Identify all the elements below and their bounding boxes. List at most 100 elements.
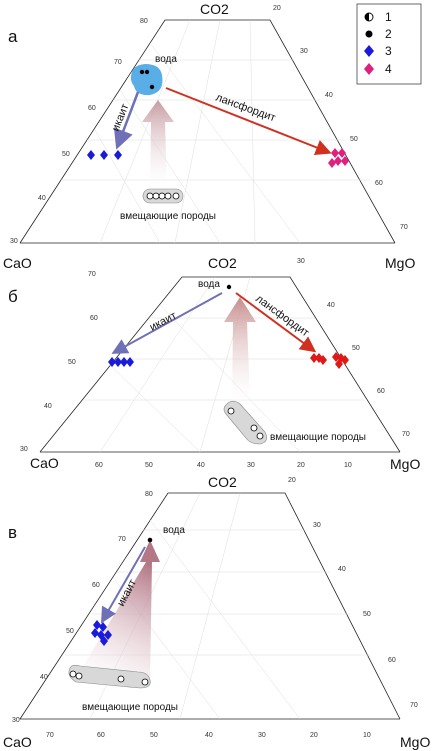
- left-tick: 60: [88, 105, 96, 112]
- ikaite-points: [108, 357, 134, 367]
- corner-label-top: CO2: [200, 1, 229, 17]
- ikaite-point: [108, 357, 116, 367]
- ikaite-point: [100, 150, 108, 160]
- triangle-frame: [19, 19, 396, 244]
- right-tick: 30: [297, 258, 305, 265]
- bottom-tick: 40: [197, 462, 205, 469]
- right-tick: 30: [300, 48, 308, 55]
- bottom-tick: 30: [247, 462, 255, 469]
- left-tick: 40: [40, 674, 48, 681]
- right-tick: 40: [338, 566, 346, 573]
- gridlines: [61, 19, 370, 244]
- left-tick: 70: [114, 59, 122, 66]
- left-tick: 30: [10, 238, 18, 245]
- lansfordite-point: [335, 359, 343, 369]
- right-tick: 20: [273, 5, 281, 12]
- left-ticks: 80 70 60 50 40 30: [12, 491, 153, 724]
- corner-label-right: MgO: [385, 255, 415, 271]
- host-rock-points: [227, 407, 264, 440]
- left-tick: 50: [62, 151, 70, 158]
- left-tick: 60: [90, 315, 98, 322]
- right-ticks: 30 40 50 60 70: [297, 258, 410, 438]
- bottom-tick: 10: [363, 732, 371, 739]
- corner-label-left: CaO: [3, 734, 32, 750]
- legend-item-3: 3: [364, 44, 392, 58]
- right-tick: 30: [313, 522, 321, 529]
- bottom-tick: 20: [297, 462, 305, 469]
- host-rock-point: [141, 678, 149, 686]
- host-rock-point: [146, 192, 154, 200]
- left-tick: 80: [145, 491, 153, 498]
- water-label: вода: [155, 54, 177, 65]
- gridlines: [83, 276, 365, 453]
- legend-key: 1: [385, 10, 392, 24]
- host-rocks-arrow: [224, 297, 256, 400]
- filled-circle-icon: [365, 30, 373, 38]
- left-tick: 50: [68, 359, 76, 366]
- right-tick: 60: [388, 657, 396, 664]
- ikaite-points: [87, 150, 122, 160]
- water-point: [226, 284, 232, 290]
- water-point: [144, 69, 150, 75]
- corner-label-top: CO2: [208, 255, 237, 271]
- ikaite-point: [99, 622, 107, 632]
- corner-label-right: MgO: [400, 734, 430, 750]
- lansfordite-label: лансфордит: [253, 293, 311, 340]
- host-rocks-field: [223, 400, 267, 445]
- legend-item-2: 2: [365, 27, 392, 41]
- host-rock-point: [164, 192, 172, 200]
- lansfordite-point: [331, 148, 339, 158]
- bottom-tick: 50: [150, 732, 158, 739]
- water-points: [139, 69, 155, 90]
- host-rocks-label: вмещающие породы: [270, 432, 366, 443]
- water-point: [147, 537, 153, 543]
- right-tick: 20: [288, 477, 296, 484]
- ikaite-point: [114, 150, 122, 160]
- lansfordite-point: [341, 355, 349, 365]
- host-rock-points: [69, 670, 149, 686]
- pink-diamond-icon: [364, 63, 374, 75]
- left-tick: 60: [92, 582, 100, 589]
- left-tick: 30: [20, 446, 28, 453]
- right-tick: 50: [363, 611, 371, 618]
- bottom-tick: 60: [97, 732, 105, 739]
- bottom-tick: 20: [310, 732, 318, 739]
- water-label: вода: [198, 279, 220, 290]
- right-tick: 70: [410, 702, 418, 709]
- lansfordite-point: [310, 353, 318, 363]
- lansfordite-points: [328, 148, 349, 168]
- left-ticks: 70 60 50 40 30: [20, 271, 98, 453]
- host-rocks-field: [68, 665, 151, 689]
- left-tick: 50: [66, 628, 74, 635]
- ikaite-point: [87, 150, 95, 160]
- left-tick: 70: [118, 536, 126, 543]
- left-ticks: 80 70 60 50 40 30: [10, 18, 148, 245]
- legend-key: 2: [385, 27, 392, 41]
- legend-key: 4: [385, 62, 392, 76]
- ikaite-point: [120, 357, 128, 367]
- panel-label: в: [8, 523, 17, 542]
- host-rock-point: [250, 424, 258, 432]
- ikaite-point: [100, 636, 108, 646]
- right-tick: 70: [400, 224, 408, 231]
- left-tick: 40: [44, 403, 52, 410]
- left-tick: 80: [140, 18, 148, 25]
- bottom-tick: 70: [46, 732, 54, 739]
- host-rocks-label: вмещающие породы: [120, 211, 216, 222]
- lansfordite-points: [310, 352, 349, 369]
- host-rock-point: [172, 192, 180, 200]
- lansfordite-arrow: [165, 87, 332, 156]
- corner-label-top: CO2: [208, 474, 237, 490]
- bottom-ticks: 60 50 40 30 20 10: [95, 462, 352, 469]
- right-ticks: 20 30 40 50 60 70: [288, 477, 418, 709]
- lansfordite-point: [338, 148, 346, 158]
- ikaite-point: [93, 620, 101, 630]
- right-tick: 40: [327, 302, 335, 309]
- right-tick: 50: [352, 345, 360, 352]
- water-point: [149, 84, 155, 90]
- legend-item-1: 1: [364, 10, 392, 24]
- ikaite-point: [91, 628, 99, 638]
- left-tick: 40: [38, 195, 46, 202]
- panel-c: в 80 70 60 50 40 30 20 30 40 50 60 70: [3, 474, 430, 750]
